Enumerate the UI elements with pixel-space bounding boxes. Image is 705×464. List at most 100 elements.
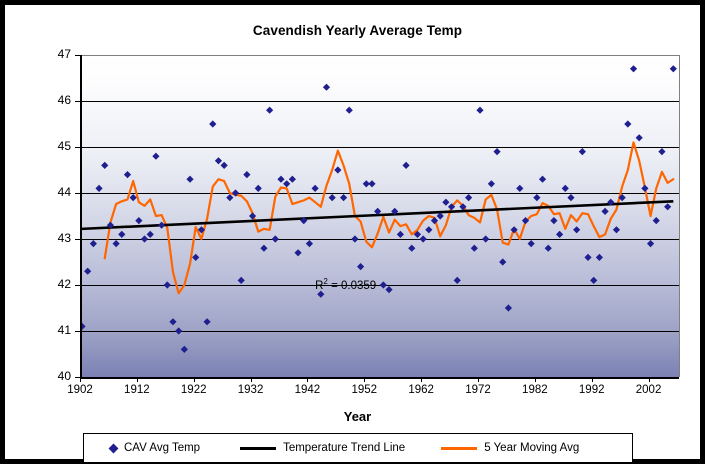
legend-item-trend-line[interactable]: Temperature Trend Line [240, 442, 405, 454]
legend-label-trend-line: Temperature Trend Line [283, 442, 406, 454]
series-layer [82, 65, 677, 353]
scatter-point [396, 230, 404, 238]
page-title: Cavendish Yearly Average Temp [252, 23, 463, 38]
y-axis-tick [75, 147, 80, 148]
scatter-point [305, 240, 314, 248]
scatter-point [112, 240, 120, 248]
scatter-points [82, 65, 677, 353]
line-marker-icon [441, 446, 478, 450]
scatter-point [158, 221, 166, 229]
scatter-point [379, 281, 387, 289]
scatter-point [294, 249, 302, 257]
legend-item-cav-avg-temp[interactable]: CAV Avg Temp [108, 442, 201, 454]
scatter-point [322, 83, 331, 91]
y-axis-tick [75, 55, 80, 56]
x-axis-tick-label: 1972 [465, 384, 491, 396]
y-axis-tick-label: 43 [57, 231, 71, 245]
scatter-point [408, 244, 416, 252]
gridline [82, 377, 679, 378]
y-axis-tick [75, 331, 80, 332]
scatter-point [266, 106, 274, 114]
scatter-point [317, 290, 325, 298]
x-axis-tick [136, 377, 138, 382]
scatter-point [118, 230, 126, 238]
scatter-point [277, 175, 285, 183]
scatter-point [624, 120, 632, 128]
scatter-point [556, 230, 564, 238]
legend-item-moving-avg[interactable]: 5 Year Moving Avg [441, 442, 579, 454]
scatter-point [339, 194, 348, 202]
scatter-point [425, 226, 433, 234]
x-axis-tick-label: 1912 [124, 384, 150, 396]
scatter-point [544, 244, 552, 252]
scatter-point [510, 226, 518, 234]
scatter-point [612, 226, 621, 234]
legend-label-cav-avg-temp: CAV Avg Temp [124, 442, 201, 454]
y-axis-tick-label: 40 [57, 369, 71, 383]
x-axis-tick-label: 1992 [578, 384, 605, 396]
scatter-point [595, 253, 603, 261]
scatter-point [271, 235, 279, 243]
gridline [82, 101, 679, 102]
x-axis-tick [591, 377, 593, 382]
scatter-point [248, 212, 257, 220]
scatter-point [573, 226, 581, 234]
plot-area: R2 = 0.0359 [80, 55, 680, 379]
y-axis-tick-label: 45 [57, 139, 71, 153]
x-axis-tick [478, 377, 479, 382]
scatter-point [402, 161, 410, 169]
scatter-point [203, 318, 211, 326]
scatter-point [197, 226, 205, 234]
scatter-point [283, 180, 291, 188]
x-axis-tick [421, 377, 423, 382]
scatter-point [237, 276, 245, 284]
scatter-point [209, 120, 217, 128]
scatter-point [345, 106, 353, 114]
scatter-point [533, 194, 541, 202]
chart-legend: CAV Avg Temp Temperature Trend Line 5 Ye… [83, 433, 633, 463]
x-axis-tick-label: 1932 [237, 384, 264, 396]
scatter-point [186, 175, 194, 183]
scatter-point [607, 198, 615, 206]
scatter-point [487, 180, 495, 188]
scatter-point [504, 304, 513, 312]
gridline [82, 331, 679, 332]
scatter-point [669, 65, 677, 73]
scatter-point [362, 180, 370, 188]
scatter-point [311, 184, 319, 192]
scatter-point [89, 240, 97, 248]
x-axis-tick [364, 377, 366, 382]
scatter-point [629, 65, 638, 73]
scatter-point [453, 276, 461, 284]
scatter-point [334, 166, 342, 174]
scatter-point [482, 235, 490, 243]
y-axis-tick-label: 47 [57, 47, 71, 61]
x-axis-tick-label: 1952 [351, 384, 378, 396]
scatter-point [254, 184, 262, 192]
scatter-point [664, 203, 672, 211]
scatter-point [226, 194, 234, 202]
scatter-point [419, 235, 427, 243]
scatter-point [413, 230, 422, 238]
scatter-point [135, 217, 143, 225]
scatter-point [106, 221, 115, 229]
scatter-point [521, 217, 530, 225]
scatter-point [635, 134, 643, 142]
scatter-point [95, 184, 103, 192]
scatter-point [436, 212, 444, 220]
scatter-point [231, 189, 240, 197]
scatter-point [129, 194, 137, 202]
x-axis-tick [80, 377, 81, 382]
scatter-point [465, 194, 473, 202]
scatter-point [260, 244, 268, 252]
scatter-point [82, 322, 86, 330]
x-axis-tick-label: 1942 [294, 384, 321, 396]
x-axis-tick [534, 377, 536, 382]
scatter-point [192, 253, 200, 261]
y-axis-tick-label: 42 [57, 277, 71, 291]
r-squared-annotation: R2 = 0.0359 [315, 277, 377, 292]
x-axis-tick [193, 377, 195, 382]
gridline [82, 193, 679, 194]
scatter-point [658, 148, 666, 156]
